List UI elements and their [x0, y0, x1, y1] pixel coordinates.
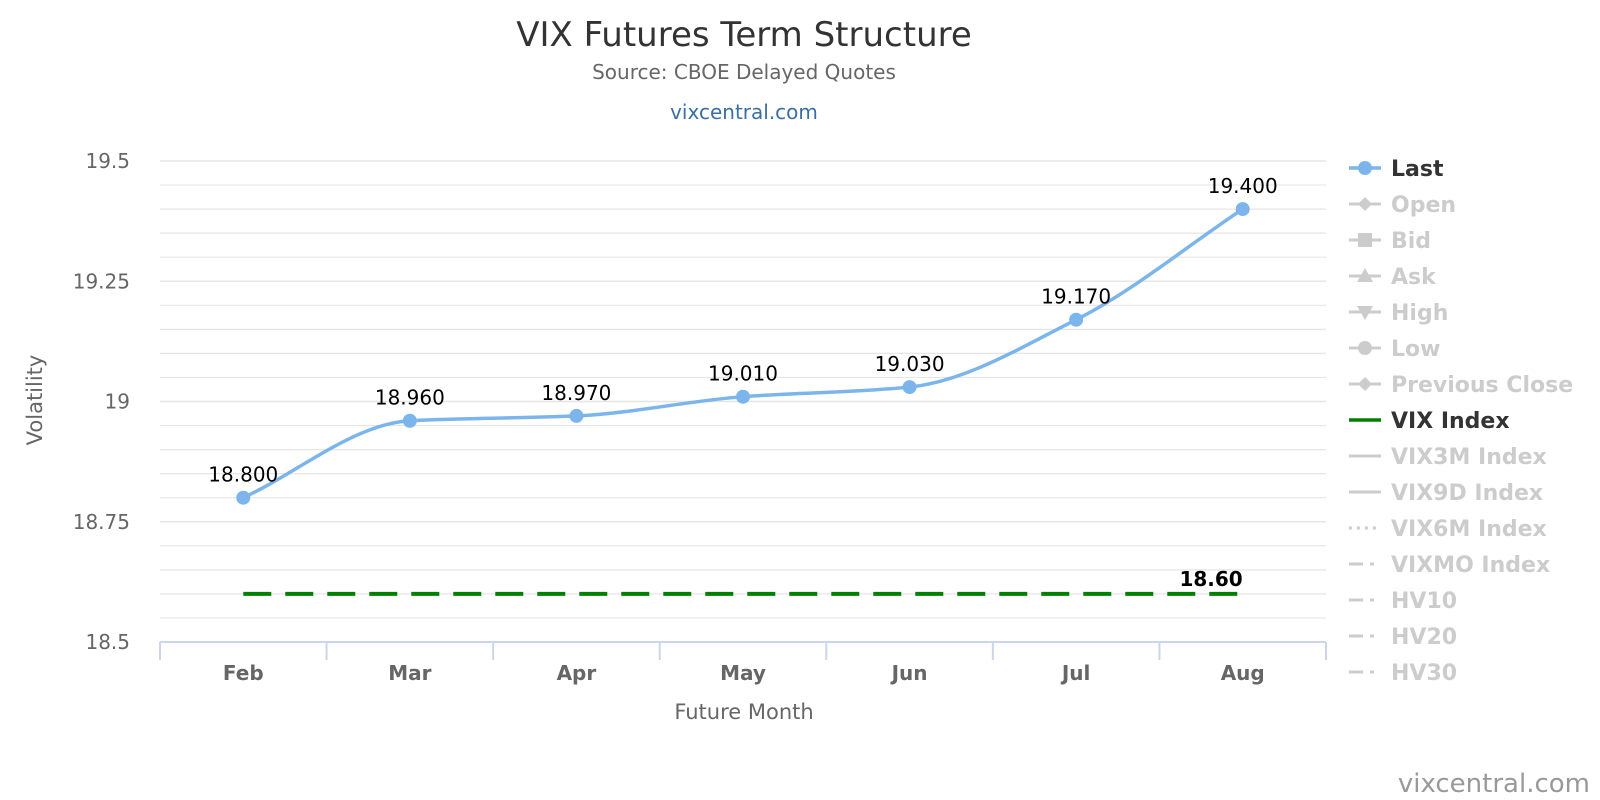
legend-diamond-icon — [1358, 197, 1372, 211]
legend-label: Ask — [1391, 265, 1437, 290]
data-label-last: 19.010 — [708, 362, 778, 386]
legend-circle-icon — [1358, 161, 1372, 175]
data-label-vix-index: 18.60 — [1179, 567, 1242, 591]
y-tick-label: 19.25 — [73, 269, 130, 293]
legend-label: VIX Index — [1391, 409, 1510, 434]
data-labels: 18.60 18.800 18.960 18.970 19.010 19.030 19.17… — [208, 174, 1277, 591]
x-tick-label: Jul — [1060, 661, 1091, 685]
legend-label: VIX3M Index — [1391, 445, 1547, 470]
legend-triangle-icon — [1357, 268, 1373, 282]
x-tick-label: Feb — [223, 661, 264, 685]
legend-item[interactable]: VIX9D Index — [1349, 481, 1543, 506]
legend-item[interactable]: Last — [1349, 157, 1444, 182]
y-axis-title: Volatility — [23, 355, 47, 446]
legend-item[interactable]: Open — [1349, 193, 1456, 218]
legend-item[interactable]: VIXMO Index — [1349, 553, 1550, 578]
legend: Last Open Bid Ask High Low Previous Close VIX I… — [1349, 157, 1573, 686]
legend-label: Previous Close — [1391, 373, 1573, 398]
legend-label: Low — [1391, 337, 1440, 362]
y-tick-label: 18.75 — [73, 510, 130, 534]
data-point-last[interactable] — [1069, 312, 1084, 327]
credit-link[interactable]: vixcentral.com — [1398, 769, 1590, 799]
legend-item[interactable]: Bid — [1349, 229, 1431, 254]
legend-label: Open — [1391, 193, 1456, 218]
y-tick-label: 19.5 — [85, 149, 130, 173]
x-tick-label: Mar — [388, 661, 431, 685]
y-tick-label: 18.5 — [85, 630, 130, 654]
legend-square-icon — [1358, 233, 1372, 247]
x-tick-label: Aug — [1221, 661, 1265, 685]
legend-item[interactable]: VIX3M Index — [1349, 445, 1547, 470]
x-axis: Feb Mar Apr May Jun Jul Aug — [159, 641, 1327, 685]
legend-label: Bid — [1391, 229, 1431, 254]
legend-item[interactable]: HV10 — [1349, 589, 1457, 614]
source-link[interactable]: vixcentral.com — [670, 100, 818, 124]
data-label-last: 18.960 — [375, 386, 445, 410]
legend-circle-icon — [1358, 341, 1372, 355]
legend-triangle-down-icon — [1357, 306, 1373, 320]
legend-label: High — [1391, 301, 1448, 326]
gridlines — [160, 160, 1326, 643]
data-point-last[interactable] — [1235, 202, 1250, 217]
data-label-last: 18.970 — [541, 381, 611, 405]
legend-item[interactable]: HV30 — [1349, 661, 1457, 686]
data-label-last: 19.170 — [1041, 285, 1111, 309]
data-label-last: 18.800 — [208, 463, 278, 487]
series-layer — [236, 202, 1250, 596]
data-label-last: 19.400 — [1208, 174, 1278, 198]
legend-item[interactable]: Ask — [1349, 265, 1437, 290]
data-point-last[interactable] — [736, 389, 750, 404]
y-axis-ticks: 19.5 19.25 19 18.75 18.5 — [73, 149, 130, 654]
legend-label: Last — [1391, 157, 1444, 182]
legend-diamond-icon — [1358, 377, 1372, 391]
x-tick-label: Apr — [557, 661, 597, 685]
data-point-last[interactable] — [569, 408, 584, 423]
legend-label: HV30 — [1391, 661, 1457, 686]
legend-label: VIX6M Index — [1391, 517, 1547, 542]
legend-item[interactable]: VIX6M Index — [1349, 517, 1547, 542]
legend-label: HV10 — [1391, 589, 1457, 614]
legend-item[interactable]: VIX Index — [1349, 409, 1510, 434]
y-tick-label: 19 — [105, 390, 130, 414]
data-point-last[interactable] — [902, 380, 917, 395]
legend-label: VIXMO Index — [1391, 553, 1550, 578]
x-tick-label: May — [720, 661, 766, 685]
x-tick-label: Jun — [890, 661, 928, 685]
data-point-last[interactable] — [236, 490, 251, 505]
chart-subtitle: Source: CBOE Delayed Quotes — [592, 60, 896, 84]
legend-item[interactable]: High — [1349, 301, 1448, 326]
legend-label: VIX9D Index — [1391, 481, 1543, 506]
legend-item[interactable]: Previous Close — [1349, 373, 1573, 398]
chart-title: VIX Futures Term Structure — [516, 15, 972, 55]
legend-item[interactable]: HV20 — [1349, 625, 1457, 650]
legend-label: HV20 — [1391, 625, 1457, 650]
x-axis-title: Future Month — [674, 700, 813, 724]
data-label-last: 19.030 — [875, 352, 945, 376]
legend-item[interactable]: Low — [1349, 337, 1440, 362]
data-point-last[interactable] — [402, 413, 417, 428]
